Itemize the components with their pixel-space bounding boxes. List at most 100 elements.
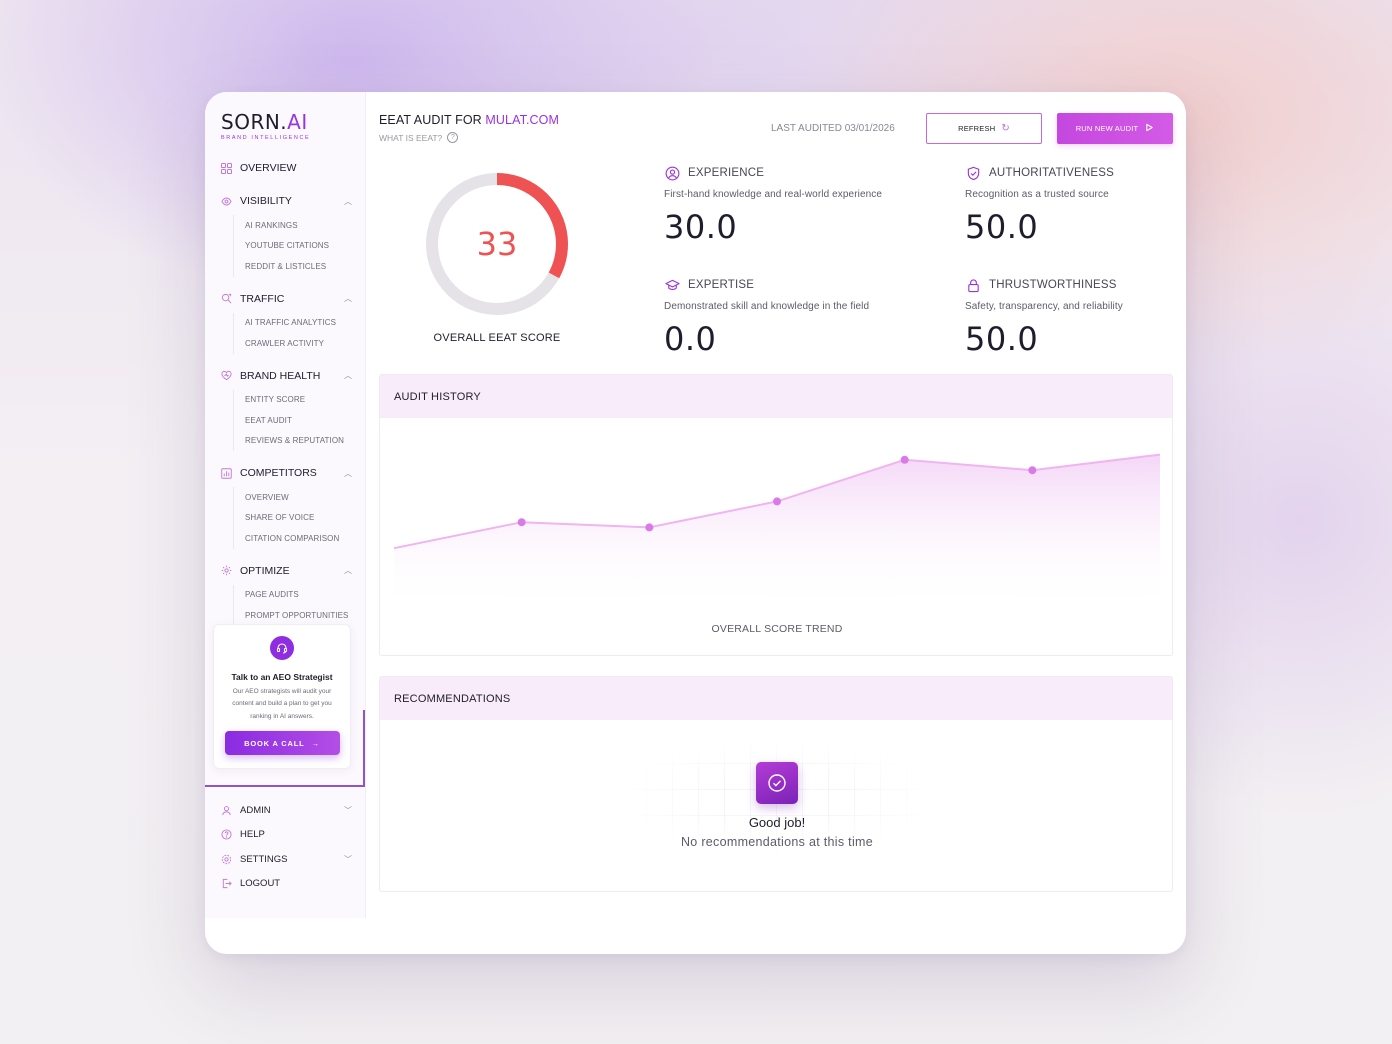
sidebar-item-label: COMPETITORS	[240, 467, 317, 479]
sidebar-item-label: VISIBILITY	[240, 195, 292, 207]
sidebar-subitem-prompt-opportunities[interactable]: PROMPT OPPORTUNITIES	[245, 610, 349, 620]
chevron-up-icon[interactable]: ︿	[344, 468, 352, 478]
sidebar-subitem-reviews-reputation[interactable]: REVIEWS & REPUTATION	[245, 436, 345, 446]
sidebar-subitem-competitor-overview[interactable]: OVERVIEW	[245, 492, 289, 502]
sidebar-item-label: ADMIN	[240, 804, 271, 816]
cta-body: Our AEO strategists will audit your cont…	[232, 688, 332, 720]
sidebar-item-competitors[interactable]: COMPETITORS ︿	[221, 465, 353, 481]
refresh-label: REFRESH	[958, 124, 996, 133]
user-circle-icon	[664, 165, 680, 181]
traffic-icon	[221, 293, 232, 304]
heart-icon	[221, 370, 232, 381]
run-new-audit-button[interactable]: RUN NEW AUDIT	[1057, 113, 1173, 144]
metric-authoritativeness: AUTHORITATIVENESS Recognition as a trust…	[965, 165, 1186, 246]
sidebar-item-label: OVERVIEW	[240, 162, 297, 174]
metric-value: 0.0	[664, 320, 717, 358]
sidebar-subitem-share-of-voice[interactable]: SHARE OF VOICE	[245, 513, 315, 523]
sidebar-subitem-ai-rankings[interactable]: AI RANKINGS	[245, 220, 298, 230]
sidebar-item-overview[interactable]: OVERVIEW	[221, 160, 353, 176]
audit-history-panel: AUDIT HISTORY OVERALL SCORE TREND	[379, 374, 1173, 656]
app-window: SORN.AI BRAND INTELLIGENCE OVERVIEW VISI…	[205, 92, 1186, 954]
logo-wordmark: SORN.AI	[221, 110, 308, 134]
recommendations-title: RECOMMENDATIONS	[380, 677, 1172, 720]
overall-score-donut: 33	[423, 170, 571, 318]
overall-score-label: OVERALL EEAT SCORE	[433, 332, 561, 344]
metric-value: 50.0	[965, 320, 1039, 358]
eye-icon	[221, 196, 232, 207]
chevron-up-icon[interactable]: ︿	[344, 196, 352, 206]
donut-chart	[426, 173, 568, 315]
lock-icon	[965, 277, 981, 293]
recommendations-empty-state: Good job! No recommendations at this tim…	[620, 737, 934, 857]
sidebar-item-optimize[interactable]: OPTIMIZE ︿	[221, 563, 353, 579]
submenu: PAGE AUDITS PROMPT OPPORTUNITIES	[233, 584, 353, 626]
sidebar-item-traffic[interactable]: TRAFFIC ︿	[221, 291, 353, 307]
sidebar-item-settings[interactable]: SETTINGS ﹀	[221, 847, 353, 872]
metric-title: EXPERTISE	[688, 279, 755, 291]
metric-description: First-hand knowledge and real-world expe…	[664, 189, 883, 200]
sidebar-subitem-citation-comparison[interactable]: CITATION COMPARISON	[245, 533, 340, 543]
chevron-up-icon[interactable]: ︿	[344, 371, 352, 380]
sidebar-subitem-page-audits[interactable]: PAGE AUDITS	[245, 590, 299, 600]
book-a-call-label: BOOK A CALL	[244, 738, 305, 748]
metric-description: Demonstrated skill and knowledge in the …	[664, 301, 870, 312]
sidebar-subitem-crawler-activity[interactable]: CRAWLER ACTIVITY	[245, 338, 325, 348]
sidebar-item-help[interactable]: HELP	[221, 823, 353, 848]
sidebar-item-label: OPTIMIZE	[240, 564, 290, 577]
sidebar-item-label: TRAFFIC	[240, 292, 285, 305]
sidebar-item-label: HELP	[240, 829, 265, 841]
user-icon	[221, 805, 232, 816]
score-trend-label: OVERALL SCORE TREND	[711, 623, 843, 635]
logo[interactable]: SORN.AI BRAND INTELLIGENCE	[221, 110, 310, 141]
logo-tagline: BRAND INTELLIGENCE	[221, 135, 311, 141]
metric-trustworthiness: THRUSTWORTHINESS Safety, transparency, a…	[965, 277, 1186, 358]
trend-point[interactable]	[773, 497, 781, 506]
submenu: AI TRAFFIC ANALYTICS CRAWLER ACTIVITY	[233, 312, 353, 354]
page-title-prefix: EEAT AUDIT FOR	[379, 113, 482, 127]
metric-description: Safety, transparency, and reliability	[965, 301, 1123, 312]
sidebar-subitem-entity-score[interactable]: ENTITY SCORE	[245, 395, 306, 405]
metric-title: THRUSTWORTHINESS	[989, 279, 1117, 291]
sidebar-subitem-reddit-listicles[interactable]: REDDIT & LISTICLES	[245, 261, 327, 271]
empty-state-subtitle: No recommendations at this time	[680, 835, 873, 849]
chevron-down-icon[interactable]: ﹀	[344, 805, 352, 815]
audited-domain[interactable]: MULAT.COM	[485, 113, 559, 127]
sidebar-subitem-ai-traffic-analytics[interactable]: AI TRAFFIC ANALYTICS	[245, 318, 337, 328]
what-is-eeat-link[interactable]: WHAT IS EEAT? ?	[379, 132, 459, 143]
chevron-up-icon[interactable]: ︿	[344, 294, 352, 303]
sidebar-item-brand-health[interactable]: BRAND HEALTH ︿	[221, 368, 353, 384]
sidebar-group-optimize: OPTIMIZE ︿ PAGE AUDITS PROMPT OPPORTUNIT…	[221, 563, 353, 626]
chevron-down-icon[interactable]: ﹀	[344, 854, 352, 864]
sidebar-group-brand-health: BRAND HEALTH ︿ ENTITY SCORE EEAT AUDIT R…	[221, 368, 353, 451]
trend-point[interactable]	[900, 455, 909, 464]
metric-experience: EXPERIENCE First-hand knowledge and real…	[664, 165, 924, 246]
refresh-button[interactable]: REFRESH ↻	[926, 113, 1042, 144]
cta-title: Talk to an AEO Strategist	[231, 672, 333, 682]
trend-point[interactable]	[645, 523, 654, 532]
book-a-call-button[interactable]: BOOK A CALL →	[224, 731, 340, 756]
metric-title: EXPERIENCE	[688, 167, 765, 179]
help-icon	[221, 829, 232, 840]
sidebar-group-traffic: TRAFFIC ︿ AI TRAFFIC ANALYTICS CRAWLER A…	[221, 291, 353, 354]
overall-score-value: 33	[476, 225, 518, 263]
arrow-right-icon: →	[311, 738, 320, 748]
metric-value: 50.0	[965, 208, 1039, 246]
sidebar-subitem-eeat-audit[interactable]: EEAT AUDIT	[245, 415, 292, 425]
cta-divider-vertical	[363, 710, 365, 786]
headset-icon	[270, 636, 294, 660]
sidebar-item-admin[interactable]: ADMIN ﹀	[221, 798, 353, 823]
sidebar-item-logout[interactable]: LOGOUT	[221, 872, 353, 897]
sidebar-subitem-youtube-citations[interactable]: YOUTUBE CITATIONS	[245, 241, 330, 251]
trend-point[interactable]	[1028, 466, 1037, 475]
trend-point[interactable]	[517, 518, 526, 527]
sidebar-item-visibility[interactable]: VISIBILITY ︿	[221, 193, 353, 209]
run-new-audit-label: RUN NEW AUDIT	[1075, 124, 1139, 133]
metric-description: Recognition as a trusted source	[965, 189, 1109, 200]
donut-score-arc	[426, 173, 568, 315]
sidebar-item-label: BRAND HEALTH	[240, 369, 321, 382]
refresh-icon: ↻	[1001, 123, 1010, 134]
sidebar-item-label: SETTINGS	[240, 853, 288, 865]
question-icon[interactable]: ?	[447, 132, 459, 143]
chevron-up-icon[interactable]: ︿	[344, 566, 352, 575]
sidebar-item-label: LOGOUT	[240, 878, 281, 890]
